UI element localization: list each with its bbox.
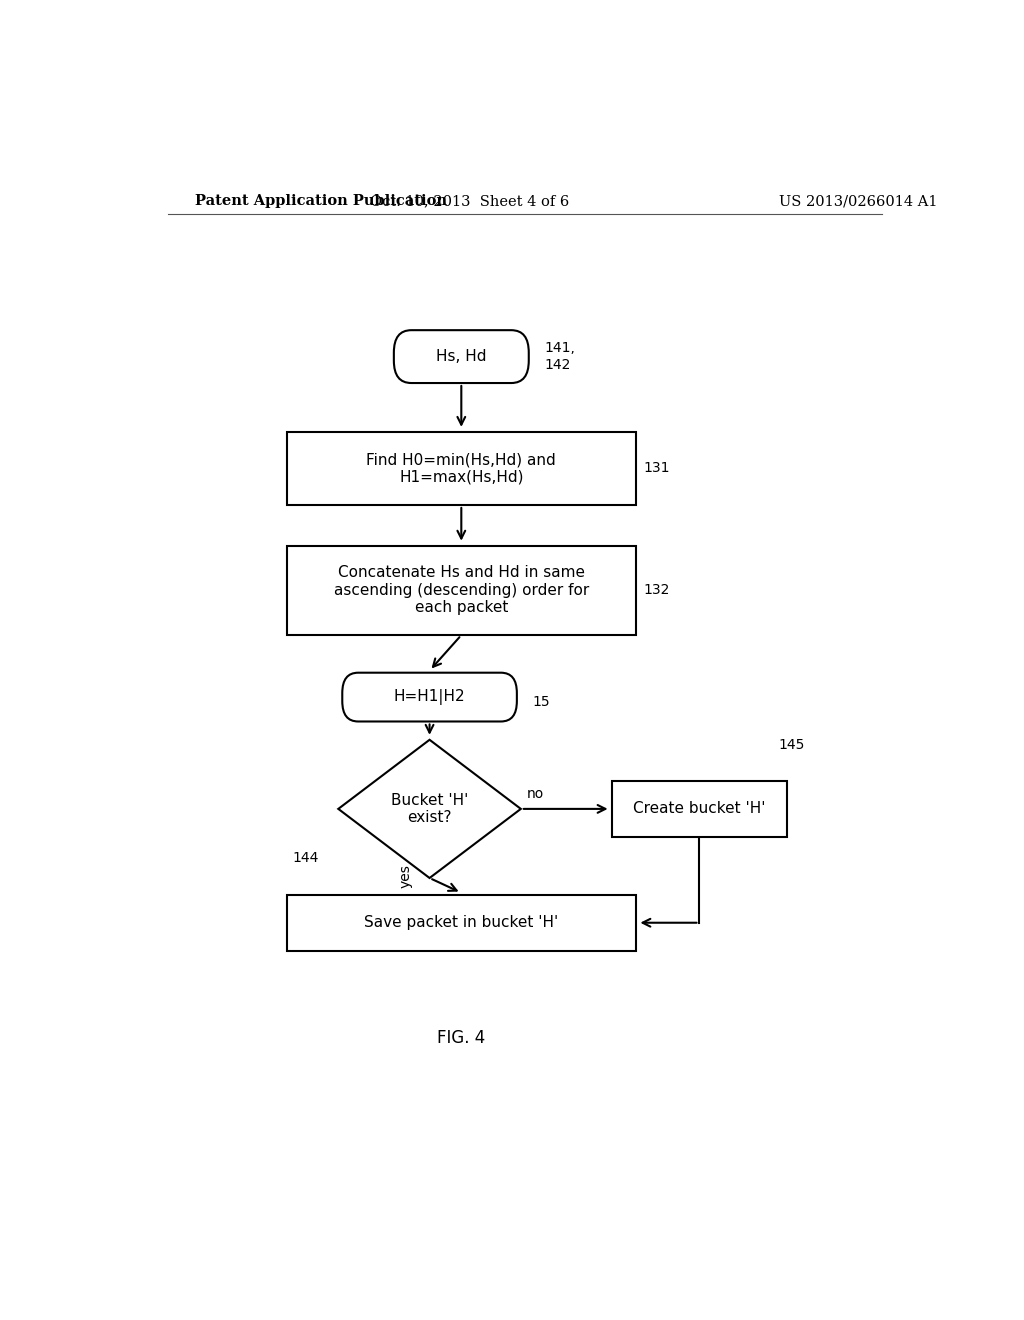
Text: US 2013/0266014 A1: US 2013/0266014 A1: [778, 194, 937, 209]
Bar: [287, 432, 636, 506]
Bar: [612, 781, 786, 837]
Text: no: no: [527, 787, 545, 801]
FancyBboxPatch shape: [342, 673, 517, 722]
Text: 146: 146: [454, 896, 480, 911]
Bar: [287, 895, 636, 950]
Bar: [287, 545, 636, 635]
Polygon shape: [338, 739, 521, 878]
Text: Create bucket 'H': Create bucket 'H': [633, 801, 766, 816]
Text: 144: 144: [292, 850, 318, 865]
Text: 15: 15: [532, 696, 550, 709]
Text: 132: 132: [644, 583, 671, 598]
Text: Patent Application Publication: Patent Application Publication: [196, 194, 447, 209]
Text: Concatenate Hs and Hd in same
ascending (descending) order for
each packet: Concatenate Hs and Hd in same ascending …: [334, 565, 589, 615]
Text: Find H0=min(Hs,Hd) and
H1=max(Hs,Hd): Find H0=min(Hs,Hd) and H1=max(Hs,Hd): [367, 453, 556, 484]
Text: 145: 145: [778, 738, 805, 752]
Text: Hs, Hd: Hs, Hd: [436, 348, 486, 364]
Text: 131: 131: [644, 462, 671, 475]
Text: Save packet in bucket 'H': Save packet in bucket 'H': [365, 915, 558, 931]
Text: yes: yes: [398, 865, 413, 888]
FancyBboxPatch shape: [394, 330, 528, 383]
Text: Bucket 'H'
exist?: Bucket 'H' exist?: [391, 793, 468, 825]
Text: Oct. 10, 2013  Sheet 4 of 6: Oct. 10, 2013 Sheet 4 of 6: [370, 194, 569, 209]
Text: FIG. 4: FIG. 4: [437, 1028, 485, 1047]
Text: H=H1|H2: H=H1|H2: [394, 689, 465, 705]
Text: 141,
142: 141, 142: [545, 342, 575, 372]
